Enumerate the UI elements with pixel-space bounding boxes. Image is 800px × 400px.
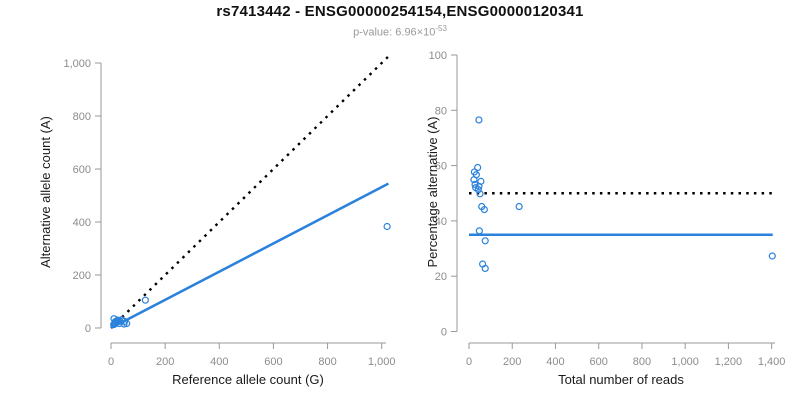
y-tick-label: 100 bbox=[429, 50, 447, 62]
left-yaxis-title: Alternative allele count (A) bbox=[38, 116, 53, 268]
figure-header: rs7413442 - ENSG00000254154,ENSG00000120… bbox=[0, 3, 800, 39]
y-tick-label: 600 bbox=[73, 164, 91, 176]
data-point bbox=[481, 264, 489, 273]
plot-right-percentage: 0 20 40 60 80 100 0 200 400 600 800 1,000 1,200 1,400 bbox=[429, 50, 786, 368]
figure-subtitle: p-value: 6.96×10-53 bbox=[0, 24, 800, 39]
x-tick-label: 800 bbox=[318, 356, 336, 368]
x-tick-label: 600 bbox=[264, 356, 282, 368]
y-tick-label: 0 bbox=[85, 323, 91, 335]
data-point bbox=[123, 319, 131, 328]
data-point bbox=[141, 296, 149, 304]
left-xaxis-title: Reference allele count (G) bbox=[172, 372, 324, 387]
data-point bbox=[120, 317, 129, 325]
x-tick-label: 800 bbox=[633, 356, 651, 368]
right-xaxis-title: Total number of reads bbox=[558, 372, 684, 387]
data-point bbox=[474, 186, 482, 194]
x-tick-label: 0 bbox=[108, 356, 114, 368]
x-tick-label: 400 bbox=[546, 356, 564, 368]
pvalue-text: p-value: 6.96×10 bbox=[353, 26, 436, 39]
x-tick-label: 200 bbox=[503, 356, 521, 368]
data-point bbox=[480, 205, 488, 214]
data-point bbox=[515, 202, 523, 211]
x-tick-label: 1,000 bbox=[368, 356, 396, 368]
data-point bbox=[481, 237, 489, 245]
data-point bbox=[383, 222, 391, 231]
x-tick-label: 0 bbox=[466, 356, 472, 368]
data-point bbox=[476, 190, 484, 198]
y-tick-label: 200 bbox=[73, 270, 91, 282]
x-tick-label: 1,200 bbox=[715, 356, 743, 368]
x-tick-label: 600 bbox=[590, 356, 608, 368]
x-tick-label: 1,000 bbox=[671, 356, 699, 368]
y-tick-label: 1,000 bbox=[63, 58, 91, 70]
data-point bbox=[470, 176, 478, 184]
fit-line bbox=[110, 182, 390, 330]
y-tick-label: 80 bbox=[435, 105, 447, 117]
y-tick-label: 400 bbox=[73, 217, 91, 229]
y-tick-label: 40 bbox=[435, 216, 447, 228]
y-tick-label: 20 bbox=[435, 271, 447, 283]
plot-left-allele-counts: 0 200 400 600 800 1,000 0 200 400 600 800 1,000 bbox=[63, 54, 396, 368]
data-point bbox=[475, 116, 483, 124]
data-point bbox=[475, 227, 483, 235]
y-tick-label: 60 bbox=[435, 161, 447, 173]
y-tick-label: 800 bbox=[73, 111, 91, 123]
identity-line bbox=[110, 54, 391, 329]
figure-title: rs7413442 - ENSG00000254154,ENSG00000120… bbox=[216, 3, 584, 20]
x-tick-label: 200 bbox=[156, 356, 174, 368]
x-tick-label: 1,400 bbox=[758, 356, 786, 368]
data-point bbox=[768, 252, 776, 260]
x-tick-label: 400 bbox=[210, 356, 228, 368]
data-point bbox=[475, 182, 483, 190]
pvalue-exponent: -53 bbox=[435, 24, 447, 33]
y-tick-label: 0 bbox=[441, 327, 447, 339]
data-point bbox=[120, 320, 128, 328]
right-yaxis-title: Percentage alternative (A) bbox=[425, 116, 440, 267]
data-point bbox=[471, 180, 479, 189]
